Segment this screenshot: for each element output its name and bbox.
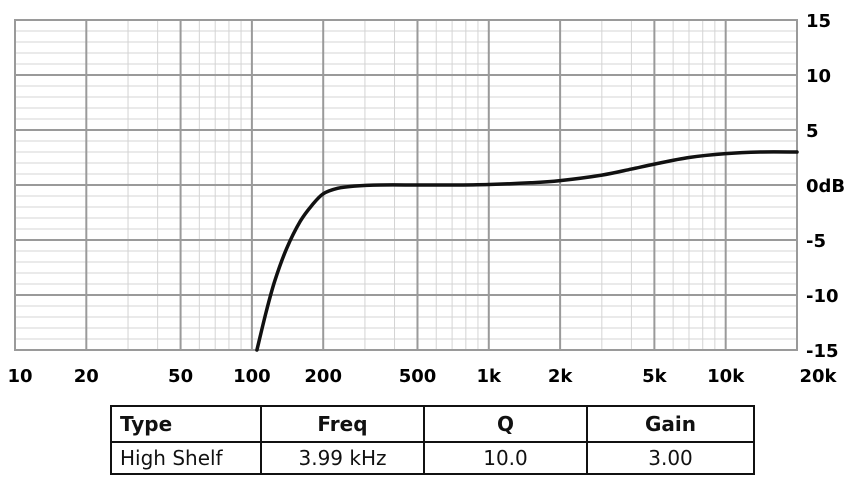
- x-tick-label: 500: [399, 366, 437, 387]
- y-tick-label: -10: [806, 286, 839, 307]
- cell-q: 10.0: [423, 441, 588, 475]
- column-header-q: Q: [423, 405, 588, 443]
- cell-type: High Shelf: [110, 441, 262, 475]
- column-header-gain: Gain: [586, 405, 755, 443]
- x-tick-label: 5k: [642, 366, 668, 387]
- column-header-type: Type: [110, 405, 262, 443]
- x-tick-label: 50: [168, 366, 193, 387]
- x-tick-label: 20k: [799, 366, 837, 387]
- x-tick-labels: 10 20 50 100 200 500 1k 2k 5k 10k 20k: [7, 366, 837, 387]
- cell-freq: 3.99 kHz: [260, 441, 425, 475]
- column-header-freq: Freq: [260, 405, 425, 443]
- table-row: High Shelf 3.99 kHz 10.0 3.00: [110, 441, 755, 475]
- filter-parameters-table: Type Freq Q Gain High Shelf 3.99 kHz 10.…: [110, 405, 755, 475]
- x-tick-label: 200: [304, 366, 342, 387]
- cell-gain: 3.00: [586, 441, 755, 475]
- table-header-row: Type Freq Q Gain: [110, 405, 755, 443]
- y-tick-labels: 15 10 5 0dB -5 -10 -15: [806, 11, 845, 362]
- y-tick-label: 0dB: [806, 176, 845, 197]
- y-tick-label: -5: [806, 231, 826, 252]
- x-tick-label: 1k: [477, 366, 503, 387]
- x-tick-label: 2k: [548, 366, 574, 387]
- y-tick-label: 15: [806, 11, 831, 32]
- x-tick-label: 10: [7, 366, 32, 387]
- x-tick-label: 10k: [707, 366, 745, 387]
- frequency-response-chart: 10 20 50 100 200 500 1k 2k 5k 10k 20k 15 10 5 0dB -5 -1…: [7, 11, 845, 387]
- y-tick-label: 10: [806, 66, 831, 87]
- y-tick-label: 5: [806, 121, 819, 142]
- x-tick-label: 20: [74, 366, 99, 387]
- x-tick-label: 100: [233, 366, 271, 387]
- plot-border: [14, 19, 798, 351]
- y-tick-label: -15: [806, 341, 839, 362]
- response-curve: [255, 150, 799, 352]
- series-layer: [255, 150, 799, 352]
